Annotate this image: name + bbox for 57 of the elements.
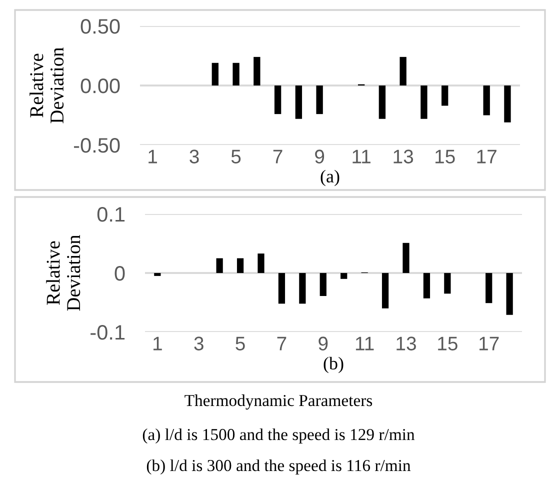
- x-tick-label: 13: [396, 336, 416, 350]
- bar: [483, 86, 490, 116]
- bar: [423, 273, 430, 298]
- bar: [340, 273, 348, 279]
- x-tick-label: 9: [318, 336, 328, 350]
- x-tick-label: 1: [148, 150, 157, 164]
- bar: [232, 62, 240, 86]
- y-axis-title: Relative Deviation: [46, 234, 80, 311]
- x-tick-label: 17: [477, 150, 496, 164]
- bar: [400, 56, 406, 86]
- bar: [420, 86, 428, 119]
- x-tick-label: 7: [277, 336, 286, 350]
- bar: [486, 273, 492, 304]
- x-axis-title: (a): [320, 170, 340, 186]
- y-tick-label: 0.1: [97, 207, 125, 222]
- text: Thermodynamic Parameters: [184, 394, 372, 410]
- x-tick-label: 1: [154, 336, 162, 350]
- text: (b) l/d is 300 and the speed is 116 r/min: [146, 459, 411, 475]
- x-tick-label: 5: [231, 150, 241, 164]
- x-tick-label: 15: [436, 150, 455, 164]
- y-tick-label: -0.50: [74, 138, 120, 153]
- x-axis-title: (b): [324, 356, 344, 374]
- bar: [441, 86, 448, 106]
- y-axis-title: Relative Deviation: [30, 47, 64, 124]
- x-tick-label: 9: [315, 150, 324, 164]
- bar: [382, 273, 389, 308]
- bar: [236, 258, 244, 273]
- bar: [402, 242, 410, 273]
- y-tick-label: 0.50: [80, 19, 120, 34]
- y-tick-label: 0: [114, 266, 125, 281]
- bar: [316, 86, 323, 114]
- bar: [506, 273, 513, 315]
- bar: [295, 86, 302, 119]
- bar: [216, 258, 223, 273]
- y-tick-label: -0.1: [90, 325, 125, 340]
- bar: [254, 56, 260, 86]
- bar: [154, 273, 161, 276]
- text: (a) l/d is 1500 and the speed is 129 r/min: [142, 428, 415, 444]
- x-tick-label: 3: [190, 150, 199, 164]
- x-tick-label: 7: [273, 150, 282, 164]
- bar: [299, 273, 306, 304]
- x-tick-label: 17: [480, 336, 499, 350]
- bar: [320, 273, 326, 296]
- bar: [444, 273, 451, 294]
- x-tick-label: 13: [394, 150, 414, 164]
- bar: [274, 86, 282, 114]
- bar: [258, 254, 264, 273]
- bar: [278, 273, 286, 304]
- bar: [378, 86, 386, 119]
- x-tick-label: 3: [194, 336, 204, 350]
- bar: [504, 86, 511, 122]
- x-tick-label: 11: [356, 336, 374, 350]
- y-tick-label: 0.00: [80, 78, 120, 94]
- x-tick-label: 5: [236, 336, 245, 350]
- x-tick-label: 11: [352, 150, 370, 164]
- x-tick-label: 15: [438, 336, 458, 350]
- bar: [212, 62, 219, 86]
